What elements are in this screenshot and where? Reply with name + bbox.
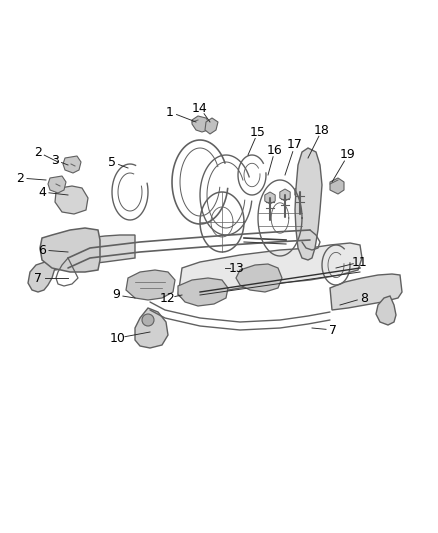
Text: 6: 6 (38, 244, 46, 256)
Text: 2: 2 (16, 172, 24, 184)
Polygon shape (236, 264, 282, 292)
Polygon shape (135, 308, 168, 348)
Text: 8: 8 (360, 292, 368, 304)
Polygon shape (330, 178, 344, 194)
Text: 5: 5 (108, 156, 116, 168)
Text: 3: 3 (51, 154, 59, 166)
Polygon shape (295, 186, 305, 198)
Polygon shape (376, 296, 396, 325)
Circle shape (142, 314, 154, 326)
Text: 9: 9 (112, 288, 120, 302)
Polygon shape (178, 278, 228, 306)
Text: 15: 15 (250, 125, 266, 139)
Text: 2: 2 (34, 146, 42, 158)
Polygon shape (192, 116, 210, 132)
Polygon shape (48, 176, 66, 193)
Text: 17: 17 (287, 139, 303, 151)
Polygon shape (126, 270, 175, 300)
Text: 16: 16 (267, 143, 283, 157)
Text: 1: 1 (166, 106, 174, 118)
Polygon shape (178, 243, 362, 300)
Polygon shape (55, 235, 135, 270)
Text: 13: 13 (229, 262, 245, 274)
Text: 11: 11 (352, 255, 368, 269)
Text: 18: 18 (314, 124, 330, 136)
Text: 4: 4 (38, 185, 46, 198)
Polygon shape (40, 228, 100, 272)
Polygon shape (205, 118, 218, 134)
Polygon shape (63, 156, 81, 173)
Polygon shape (265, 192, 275, 204)
Text: 19: 19 (340, 149, 356, 161)
Text: 10: 10 (110, 332, 126, 344)
Text: 14: 14 (192, 101, 208, 115)
Polygon shape (55, 186, 88, 214)
Text: 12: 12 (160, 292, 176, 304)
Text: 7: 7 (34, 271, 42, 285)
Polygon shape (330, 274, 402, 310)
Polygon shape (28, 262, 55, 292)
Polygon shape (280, 189, 290, 201)
Text: 7: 7 (329, 324, 337, 336)
Polygon shape (295, 148, 322, 260)
